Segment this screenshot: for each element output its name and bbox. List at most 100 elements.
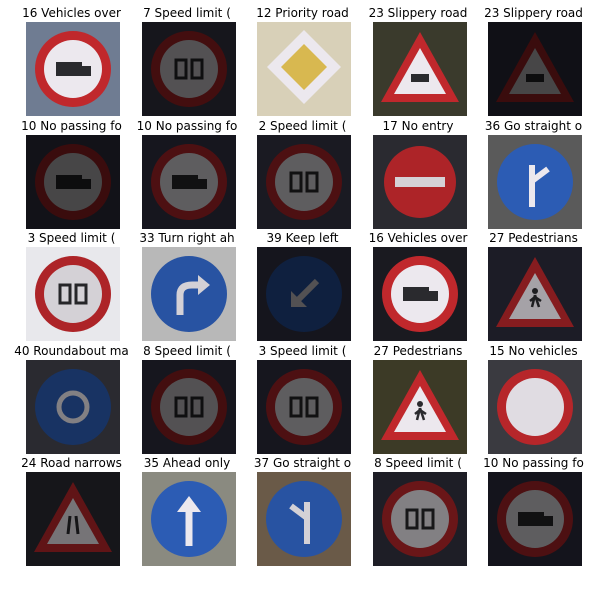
sign-tile: 10 No passing fo: [14, 117, 129, 229]
sign-image: [150, 481, 227, 557]
sign-tile-label: 15 No vehicles: [489, 343, 578, 358]
sign-thumbnail: [257, 247, 351, 341]
sign-tile-label: 35 Ahead only: [143, 456, 231, 470]
sign-thumbnail: [141, 22, 236, 116]
sign-thumbnail: [141, 134, 236, 229]
sign-tile: 23 Slippery road: [361, 4, 476, 116]
sign-tile-label: 16 Vehicles over: [368, 231, 468, 245]
sign-thumbnail: [26, 359, 120, 454]
sign-tile: 7 Speed limit (: [130, 4, 245, 116]
sign-thumbnail: [372, 472, 467, 566]
sign-image: [496, 257, 574, 327]
sign-thumbnail: [488, 22, 582, 116]
sign-tile: 40 Roundabout ma: [14, 342, 129, 454]
sign-thumbnail: [257, 472, 351, 566]
sign-tile: 16 Vehicles over: [361, 229, 476, 341]
sign-tile: 33 Turn right ah: [130, 229, 245, 341]
sign-tile-label: 40 Roundabout ma: [14, 343, 129, 358]
sign-image: [150, 143, 227, 220]
sign-image: [34, 482, 112, 552]
sign-tile-label: 8 Speed limit (: [374, 456, 462, 470]
sign-tile: 8 Speed limit (: [130, 342, 245, 454]
sign-tile: 8 Speed limit (: [361, 454, 476, 566]
sign-tile: 12 Priority road: [245, 4, 360, 116]
sign-tile-label: 12 Priority road: [256, 6, 349, 20]
sign-thumbnail: [488, 359, 582, 454]
sign-tile: 3 Speed limit (: [14, 229, 129, 341]
sign-tile: 23 Slippery road: [476, 4, 591, 116]
sign-image: [383, 145, 456, 218]
sign-thumbnail: [26, 22, 120, 116]
sign-image: [35, 31, 111, 107]
sign-image: [35, 256, 111, 332]
sign-tile: 16 Vehicles over: [14, 4, 129, 116]
sign-thumbnail: [372, 359, 467, 454]
sign-tile: 36 Go straight o: [476, 117, 591, 229]
sign-thumbnail: [26, 472, 120, 566]
sign-tile: 2 Speed limit (: [245, 117, 360, 229]
sign-thumbnail: [26, 247, 120, 341]
sign-tile-label: 3 Speed limit (: [258, 343, 347, 358]
sign-tile-label: 8 Speed limit (: [143, 343, 231, 358]
sign-image: [496, 32, 574, 102]
sign-tile-label: 24 Road narrows: [21, 456, 122, 470]
sign-thumbnail: [257, 359, 351, 454]
sign-thumbnail: [141, 247, 236, 341]
sign-image: [497, 481, 573, 557]
sign-thumbnail: [372, 134, 467, 229]
sign-tile-label: 17 No entry: [382, 118, 454, 133]
sign-tile: 24 Road narrows: [14, 454, 129, 566]
sign-tile: 35 Ahead only: [130, 454, 245, 566]
sign-image: [266, 256, 342, 332]
sign-tile-label: 10 No passing fo: [483, 456, 584, 470]
sign-image: [35, 143, 111, 220]
sign-tile-label: 23 Slippery road: [368, 6, 468, 20]
sign-tile: 27 Pedestrians: [476, 229, 591, 341]
sign-thumbnail: [372, 247, 467, 341]
sign-tile: 27 Pedestrians: [361, 342, 476, 454]
sign-image: [266, 481, 342, 557]
sign-thumbnail: [257, 22, 351, 116]
sign-thumbnail: [26, 134, 120, 229]
sign-image: [150, 31, 227, 107]
sign-image: [150, 256, 227, 332]
sign-thumbnail: [488, 247, 582, 341]
sign-tile: 39 Keep left: [245, 229, 360, 341]
sign-tile: 3 Speed limit (: [245, 342, 360, 454]
sign-thumbnail: [141, 359, 236, 454]
sign-tile: 10 No passing fo: [476, 454, 591, 566]
sign-image: [497, 368, 573, 445]
sign-tile: 10 No passing fo: [130, 117, 245, 229]
sign-thumbnail: [488, 472, 582, 566]
sign-tile-label: 37 Go straight o: [253, 456, 352, 470]
sign-image: [381, 481, 458, 557]
sign-tile-label: 33 Turn right ah: [139, 231, 235, 245]
sign-thumbnail: [488, 134, 582, 229]
sign-tile: 17 No entry: [361, 117, 476, 229]
sign-tile: 37 Go straight o: [245, 454, 360, 566]
sign-image: [267, 30, 341, 104]
sign-tile-label: 23 Slippery road: [484, 6, 583, 20]
sign-image: [380, 32, 459, 102]
sign-image: [266, 368, 342, 445]
sign-tile-label: 10 No passing fo: [21, 118, 122, 133]
sign-tile-label: 10 No passing fo: [136, 118, 238, 133]
sign-tile-label: 3 Speed limit (: [27, 231, 116, 245]
sign-image: [380, 369, 459, 440]
sign-tile-label: 39 Keep left: [266, 231, 339, 245]
sign-tile-label: 27 Pedestrians: [373, 343, 463, 358]
sign-image: [150, 368, 227, 445]
sign-image: [497, 143, 573, 220]
sign-thumbnail: [257, 134, 351, 229]
sign-image: [266, 143, 342, 220]
sign-tile-label: 27 Pedestrians: [489, 231, 578, 245]
sign-tile-label: 2 Speed limit (: [258, 118, 347, 133]
sign-tile-label: 36 Go straight o: [484, 118, 583, 133]
sign-tile: 15 No vehicles: [476, 342, 591, 454]
sign-image: [381, 256, 458, 332]
sign-tile-label: 16 Vehicles over: [22, 6, 121, 20]
sign-tile-label: 7 Speed limit (: [143, 6, 231, 20]
sign-image: [35, 368, 111, 445]
sign-thumbnail: [141, 472, 236, 566]
